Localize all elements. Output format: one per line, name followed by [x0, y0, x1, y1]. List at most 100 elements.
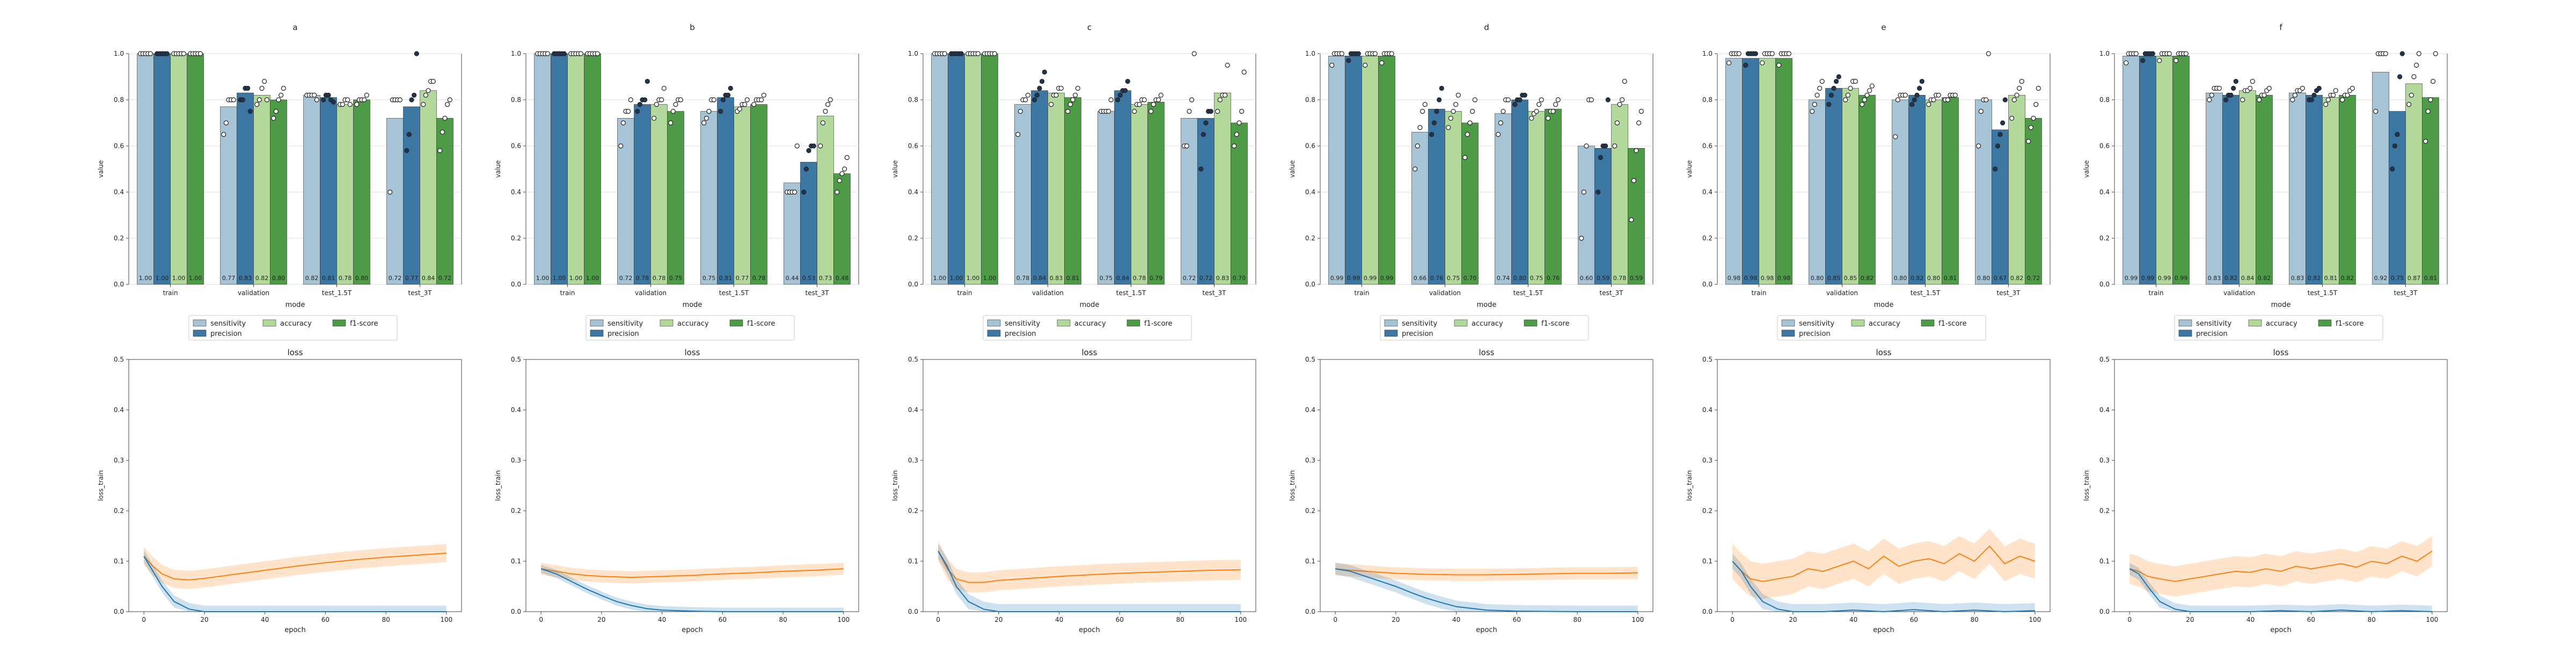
data-point: [1106, 108, 1111, 114]
data-point: [1241, 69, 1247, 75]
bar: [153, 53, 171, 285]
data-point: [2223, 97, 2229, 102]
y-tick-label: 1.0: [114, 50, 124, 57]
data-point: [279, 92, 284, 98]
y-axis-label: loss_train: [1289, 470, 1296, 501]
bar-value-label: 0.72: [2027, 275, 2040, 282]
x-tick-label: test_1.5T: [322, 289, 352, 297]
data-point: [1845, 92, 1850, 98]
bar-value-label: 0.78: [636, 275, 649, 282]
bar: [1842, 88, 1859, 285]
y-tick-label: 0.8: [114, 96, 124, 104]
data-point: [1505, 97, 1511, 102]
y-tick-label: 0.3: [2099, 457, 2110, 464]
bar-value-label: 0.80: [1894, 275, 1907, 282]
legend-label: accuracy: [1472, 320, 1503, 328]
data-point: [1978, 108, 1984, 114]
legend-label: f1-score: [1144, 320, 1172, 328]
y-tick-label: 0.6: [114, 142, 124, 150]
y-tick-label: 0.5: [908, 356, 918, 363]
bar-value-label: 0.81: [2424, 275, 2438, 282]
data-point: [1614, 120, 1620, 126]
x-tick-label: 0: [2127, 616, 2132, 623]
bar: [2025, 118, 2042, 285]
data-point: [652, 115, 657, 121]
bar-value-label: 0.87: [2407, 275, 2421, 282]
data-point: [1346, 58, 1351, 63]
bar-value-label: 0.72: [438, 275, 452, 282]
series-line: [143, 552, 447, 581]
legend-swatch: [1921, 319, 1935, 327]
bar: [750, 104, 767, 285]
legend-label: accuracy: [2266, 320, 2297, 328]
data-point: [1812, 102, 1817, 107]
data-point: [254, 102, 260, 107]
bar: [303, 95, 320, 285]
x-tick-label: 100: [2426, 616, 2438, 623]
x-tick-label: test_3T: [1996, 289, 2021, 297]
x-tick-label: 80: [1970, 616, 1978, 623]
bar-value-label: 1.00: [189, 275, 202, 282]
data-point: [1462, 155, 1468, 160]
data-point: [742, 102, 748, 107]
data-point: [1446, 125, 1451, 130]
data-point: [1123, 88, 1128, 93]
data-point: [1034, 92, 1040, 98]
y-tick-label: 0.4: [2099, 406, 2110, 414]
bar-value-label: 0.67: [1994, 275, 2007, 282]
legend-swatch: [1057, 319, 1071, 327]
x-axis-label: mode: [286, 301, 305, 309]
data-point: [1389, 51, 1394, 56]
panel-title: loss: [1876, 348, 1892, 357]
data-point: [148, 51, 153, 56]
y-tick-label: 1.0: [908, 50, 918, 57]
data-point: [340, 102, 345, 107]
legend-swatch: [987, 319, 1001, 327]
bar-value-label: 0.99: [1330, 275, 1344, 282]
data-point: [1945, 97, 1950, 102]
bar: [1809, 99, 1826, 285]
y-axis-label: value: [1686, 160, 1693, 178]
y-tick-label: 0.2: [908, 507, 918, 515]
data-point: [1622, 79, 1627, 84]
legend-label: sensitivity: [608, 320, 643, 328]
bar: [1775, 58, 1792, 285]
data-point: [2140, 58, 2146, 63]
legend-label: f1-score: [747, 320, 775, 328]
data-point: [737, 106, 742, 112]
data-point: [1993, 166, 1998, 172]
data-point: [1726, 60, 1732, 65]
data-point: [2331, 92, 2336, 98]
data-point: [1843, 97, 1848, 102]
data-point: [1810, 108, 1815, 114]
bar-value-label: 0.48: [836, 275, 849, 282]
data-point: [1909, 102, 1915, 107]
data-point: [839, 171, 845, 177]
bar-value-label: 0.70: [1463, 275, 1477, 282]
y-tick-label: 0.1: [2099, 557, 2110, 565]
data-point: [240, 97, 245, 102]
y-tick-label: 0.1: [511, 557, 521, 565]
data-point: [2002, 97, 2008, 102]
bar: [2339, 95, 2356, 285]
bar: [420, 90, 437, 285]
bar-value-label: 0.74: [1497, 275, 1510, 282]
data-point: [1132, 108, 1137, 114]
x-tick-label: 60: [321, 616, 330, 623]
bar: [1992, 129, 2009, 285]
legend-swatch: [2318, 319, 2332, 327]
bar-value-label: 0.59: [1630, 275, 1643, 282]
data-point: [1550, 108, 1556, 114]
bar: [800, 162, 817, 285]
data-point: [445, 102, 450, 107]
confidence-band: [1335, 562, 1638, 581]
data-point: [2240, 97, 2245, 102]
y-tick-label: 0.1: [908, 557, 918, 565]
x-tick-label: test_1.5T: [2308, 289, 2338, 297]
series-line: [1732, 561, 2035, 613]
x-tick-label: train: [957, 289, 972, 297]
bar-value-label: 1.00: [172, 275, 186, 282]
data-point: [1862, 97, 1867, 102]
data-point: [1631, 178, 1636, 183]
data-point: [223, 120, 229, 126]
